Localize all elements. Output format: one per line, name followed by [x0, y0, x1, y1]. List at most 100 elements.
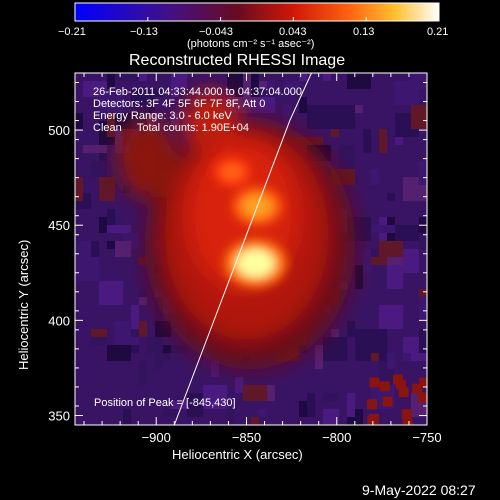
noise-pixel — [331, 105, 355, 129]
noise-pixel — [355, 265, 363, 289]
noise-pixel — [171, 113, 179, 121]
noise-pixel — [411, 105, 427, 129]
noise-pixel — [107, 225, 131, 233]
noise-pixel — [155, 297, 163, 321]
noise-pixel — [147, 337, 163, 353]
noise-pixel — [419, 161, 427, 185]
noise-pixel — [171, 401, 195, 409]
noise-pixel — [171, 121, 179, 129]
noise-pixel — [227, 409, 235, 425]
noise-pixel — [299, 73, 307, 81]
energy-range-info: Energy Range: 3.0 - 6.0 keV — [93, 110, 232, 122]
noise-pixel — [417, 392, 427, 403]
noise-pixel — [387, 193, 395, 201]
emission-source-core — [220, 163, 244, 181]
noise-pixel — [363, 249, 371, 273]
noise-pixel — [355, 329, 363, 345]
colorbar-unit-label: (photons cm⁻² s⁻¹ asec⁻²) — [187, 38, 315, 50]
noise-pixel — [339, 145, 355, 169]
colorbar-tick-label: −0.21 — [58, 26, 86, 38]
colorbar-tick-label: 0.043 — [279, 26, 307, 38]
noise-pixel — [402, 419, 413, 425]
emission-lobe — [117, 118, 178, 199]
noise-pixel — [363, 129, 371, 153]
noise-pixel — [371, 169, 379, 185]
colorbar — [74, 2, 440, 22]
noise-pixel — [355, 105, 363, 113]
noise-pixel — [115, 241, 131, 257]
noise-pixel — [403, 337, 419, 353]
noise-pixel — [115, 73, 139, 81]
noise-pixel — [75, 177, 83, 201]
noise-pixel — [395, 379, 406, 390]
noise-pixel — [139, 361, 147, 385]
noise-pixel — [139, 257, 147, 265]
noise-pixel — [243, 73, 251, 97]
x-tick-label: −800 — [322, 430, 351, 445]
noise-pixel — [251, 417, 259, 425]
x-tick-label: −750 — [412, 430, 441, 445]
observation-time: 26-Feb-2011 04:33:44.000 to 04:37:04.000 — [93, 86, 302, 98]
noise-pixel — [392, 374, 403, 385]
noise-pixel — [419, 297, 427, 321]
colorbar-tick-label: −0.13 — [130, 26, 158, 38]
noise-pixel — [371, 353, 379, 361]
chart-title: Reconstructed RHESSI Image — [129, 52, 346, 69]
noise-pixel — [83, 145, 107, 153]
colorbar-ticks — [74, 17, 440, 21]
x-tick-label: −900 — [142, 430, 171, 445]
noise-pixel — [403, 185, 427, 201]
noise-pixel — [379, 241, 403, 257]
noise-pixel — [91, 337, 107, 345]
emission-source-core — [236, 248, 275, 278]
noise-pixel — [75, 257, 99, 281]
noise-pixel — [419, 329, 427, 353]
noise-pixel — [139, 289, 147, 297]
noise-pixel — [369, 377, 380, 388]
noise-pixel — [307, 105, 331, 129]
noise-pixel — [123, 409, 131, 425]
noise-pixel — [331, 329, 339, 337]
plot-frame — [74, 72, 428, 426]
noise-pixel — [387, 265, 403, 289]
noise-pixel — [371, 257, 387, 265]
noise-pixel — [107, 345, 131, 361]
y-axis-label: Heliocentric Y (arcsec) — [16, 239, 31, 370]
noise-pixel — [307, 393, 315, 417]
noise-pixel — [395, 225, 419, 241]
noise-pixel — [323, 393, 339, 401]
detectors-info: Detectors: 3F 4F 5F 6F 7F 8F, Att 0 — [93, 98, 266, 110]
noise-pixel — [419, 233, 427, 249]
noise-pixel — [323, 409, 339, 425]
noise-pixel — [123, 185, 131, 193]
axes: −900 −850 −800 −750 350 400 450 500 — [48, 73, 442, 445]
noise-pixel — [398, 387, 409, 398]
noise-pixel — [387, 353, 395, 369]
noise-pixel — [387, 257, 411, 265]
colorbar-tick-label: −0.043 — [199, 26, 233, 38]
y-tick-label: 450 — [48, 218, 70, 233]
x-axis-label: Heliocentric X (arcsec) — [172, 447, 303, 462]
noise-pixel — [379, 225, 395, 233]
noise-pixel — [259, 409, 267, 417]
y-tick-label: 350 — [48, 408, 70, 423]
noise-pixel — [131, 305, 139, 329]
noise-pixel — [171, 345, 187, 353]
noise-pixel — [419, 289, 427, 297]
clean-counts-info: Clean Total counts: 1.90E+04 — [93, 122, 250, 134]
noise-pixel — [259, 89, 275, 97]
noise-pixel — [227, 73, 235, 89]
colorbar-tick-label: 0.21 — [427, 26, 449, 38]
noise-pixel — [107, 209, 115, 225]
y-tick-label: 400 — [48, 313, 70, 328]
footer-date: 9-May-2022 08:27 — [362, 482, 476, 498]
noise-pixel — [99, 281, 123, 305]
noise-pixel — [99, 89, 123, 113]
noise-pixel — [299, 401, 307, 417]
noise-pixel — [163, 409, 179, 417]
noise-pixel — [131, 105, 147, 113]
noise-pixel — [211, 361, 219, 377]
noise-pixel — [382, 396, 393, 407]
noise-pixel — [347, 393, 355, 417]
